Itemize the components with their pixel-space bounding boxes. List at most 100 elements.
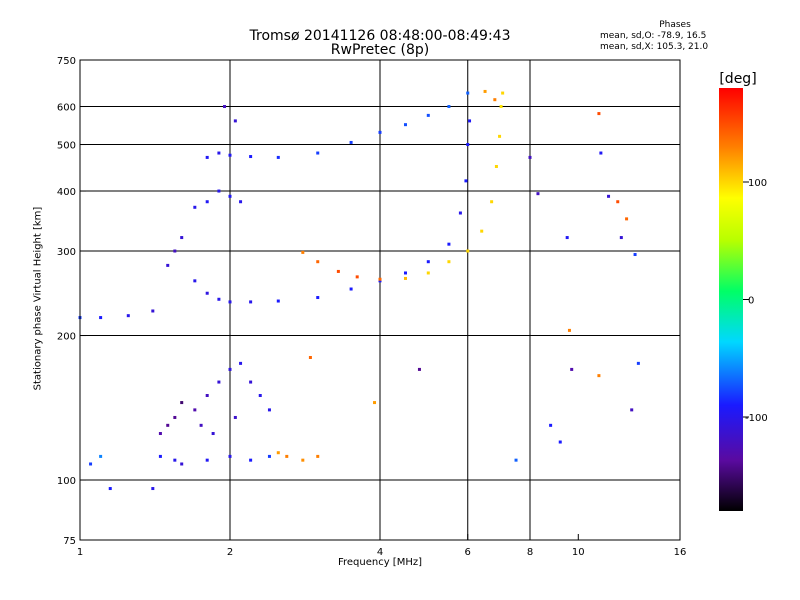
data-point: [636, 361, 640, 365]
data-point: [205, 291, 209, 295]
y-tick-label: 500: [57, 141, 76, 152]
data-point: [514, 458, 518, 462]
data-point: [217, 297, 221, 301]
x-tick-label: 1: [77, 547, 83, 558]
data-point: [126, 314, 130, 318]
data-point: [570, 367, 574, 371]
data-point: [378, 130, 382, 134]
data-point: [567, 328, 571, 332]
data-point: [180, 401, 184, 405]
data-point: [193, 205, 197, 209]
y-tick-label: 100: [57, 476, 76, 487]
phase-x-stats: mean, sd,X: 105.3, 21.0: [600, 42, 709, 52]
data-point: [499, 105, 503, 109]
data-point: [458, 211, 462, 215]
y-tick-label: 300: [57, 247, 76, 258]
data-point: [373, 401, 377, 405]
data-point: [276, 155, 280, 159]
data-point: [108, 487, 112, 491]
data-point: [498, 134, 502, 138]
data-point: [597, 374, 601, 378]
y-tick-label: 200: [57, 332, 76, 343]
data-point: [336, 269, 340, 273]
data-point: [173, 249, 177, 253]
data-point: [426, 113, 430, 117]
data-point: [166, 423, 170, 427]
data-point: [378, 277, 382, 281]
x-tick-label: 8: [527, 547, 533, 558]
data-point: [249, 458, 253, 462]
data-point: [228, 153, 232, 157]
data-point: [528, 155, 532, 159]
colorbar-tick-label: 100: [748, 178, 767, 189]
data-point: [205, 394, 209, 398]
data-point: [417, 367, 421, 371]
colorbar-tick-label: 0: [748, 296, 754, 307]
data-point: [166, 263, 170, 267]
data-point: [180, 462, 184, 466]
data-point: [378, 279, 382, 283]
data-point: [228, 194, 232, 198]
y-tick-label: 600: [57, 103, 76, 114]
data-point: [558, 440, 562, 444]
data-point: [633, 253, 637, 257]
data-point: [276, 299, 280, 303]
data-points: [78, 89, 640, 491]
y-tick-label: 400: [57, 187, 76, 198]
chart-title: Tromsø 20141126 08:48:00-08:49:43: [249, 28, 511, 44]
data-point: [355, 275, 359, 279]
y-tick-label: 750: [57, 56, 76, 67]
data-point: [99, 454, 103, 458]
data-point: [349, 140, 353, 144]
data-point: [173, 415, 177, 419]
grid-lines: [80, 60, 680, 540]
data-point: [199, 423, 203, 427]
data-point: [239, 361, 243, 365]
data-point: [466, 91, 470, 95]
data-point: [301, 250, 305, 254]
data-point: [464, 179, 468, 183]
colorbar-ticks: 100 0 -100: [743, 178, 768, 424]
data-point: [501, 91, 505, 95]
data-point: [228, 300, 232, 304]
data-point: [616, 200, 620, 204]
data-point: [493, 98, 497, 102]
data-point: [217, 189, 221, 193]
data-point: [249, 300, 253, 304]
data-point: [258, 394, 262, 398]
data-point: [316, 260, 320, 264]
x-axis-label: Frequency [MHz]: [337, 557, 423, 568]
data-point: [99, 316, 103, 320]
x-tick-label: 4: [377, 547, 383, 558]
x-tick-label: 6: [465, 547, 471, 558]
x-tick-label: 16: [674, 547, 687, 558]
data-point: [249, 155, 253, 159]
data-point: [151, 309, 155, 313]
data-point: [151, 487, 155, 491]
data-point: [217, 151, 221, 155]
data-point: [625, 217, 629, 221]
data-point: [630, 408, 634, 412]
data-point: [316, 454, 320, 458]
colorbar-label: [deg]: [719, 71, 756, 87]
data-point: [597, 112, 601, 116]
data-point: [607, 194, 611, 198]
data-point: [403, 271, 407, 275]
data-point: [468, 119, 472, 123]
data-point: [223, 105, 227, 109]
y-axis-ticks: 75 100 200 300 400 500 600 750: [57, 56, 86, 547]
data-point: [549, 423, 553, 427]
data-point: [349, 287, 353, 291]
data-point: [483, 89, 487, 93]
x-tick-label: 2: [227, 547, 233, 558]
data-point: [426, 271, 430, 275]
data-point: [205, 200, 209, 204]
data-point: [426, 260, 430, 264]
data-point: [308, 355, 312, 359]
data-point: [249, 380, 253, 384]
data-point: [193, 408, 197, 412]
y-axis-label: Stationary phase Virtual Height [km]: [32, 206, 44, 391]
data-point: [180, 236, 184, 240]
data-point: [466, 249, 470, 253]
